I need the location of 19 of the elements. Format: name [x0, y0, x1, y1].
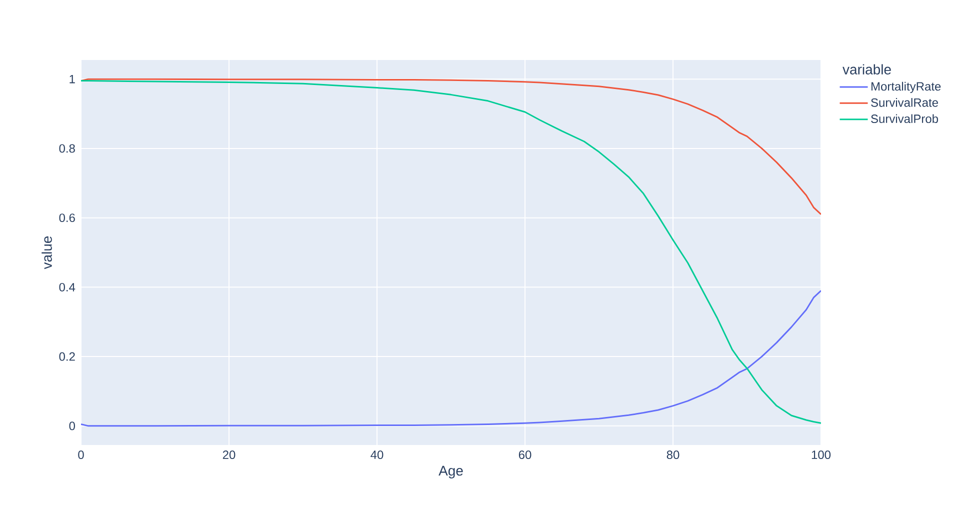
y-tick-label: 0.8 [59, 144, 75, 153]
legend-label: SurvivalProb [871, 114, 938, 124]
x-tick-label: 40 [370, 450, 384, 460]
line-series [81, 80, 822, 424]
y-tick-label: 0.4 [59, 282, 76, 292]
legend-label: SurvivalRate [871, 98, 938, 107]
y-tick-label: 1 [70, 74, 75, 84]
x-tick-label: 80 [666, 450, 680, 460]
x-tick-label: 100 [812, 450, 831, 460]
y-tick-label: 0 [69, 422, 76, 430]
y-axis-title: value [42, 236, 52, 270]
legend-label: MortalityRate [872, 82, 941, 94]
y-tick-label: 0.2 [59, 352, 75, 361]
x-tick-label: 60 [518, 450, 532, 460]
y-tick-label: 0.6 [59, 214, 75, 222]
x-tick-label: 0 [78, 450, 84, 460]
x-axis-title: Age [438, 466, 463, 478]
x-tick-label: 20 [222, 450, 236, 460]
legend-title: variable [842, 64, 891, 74]
